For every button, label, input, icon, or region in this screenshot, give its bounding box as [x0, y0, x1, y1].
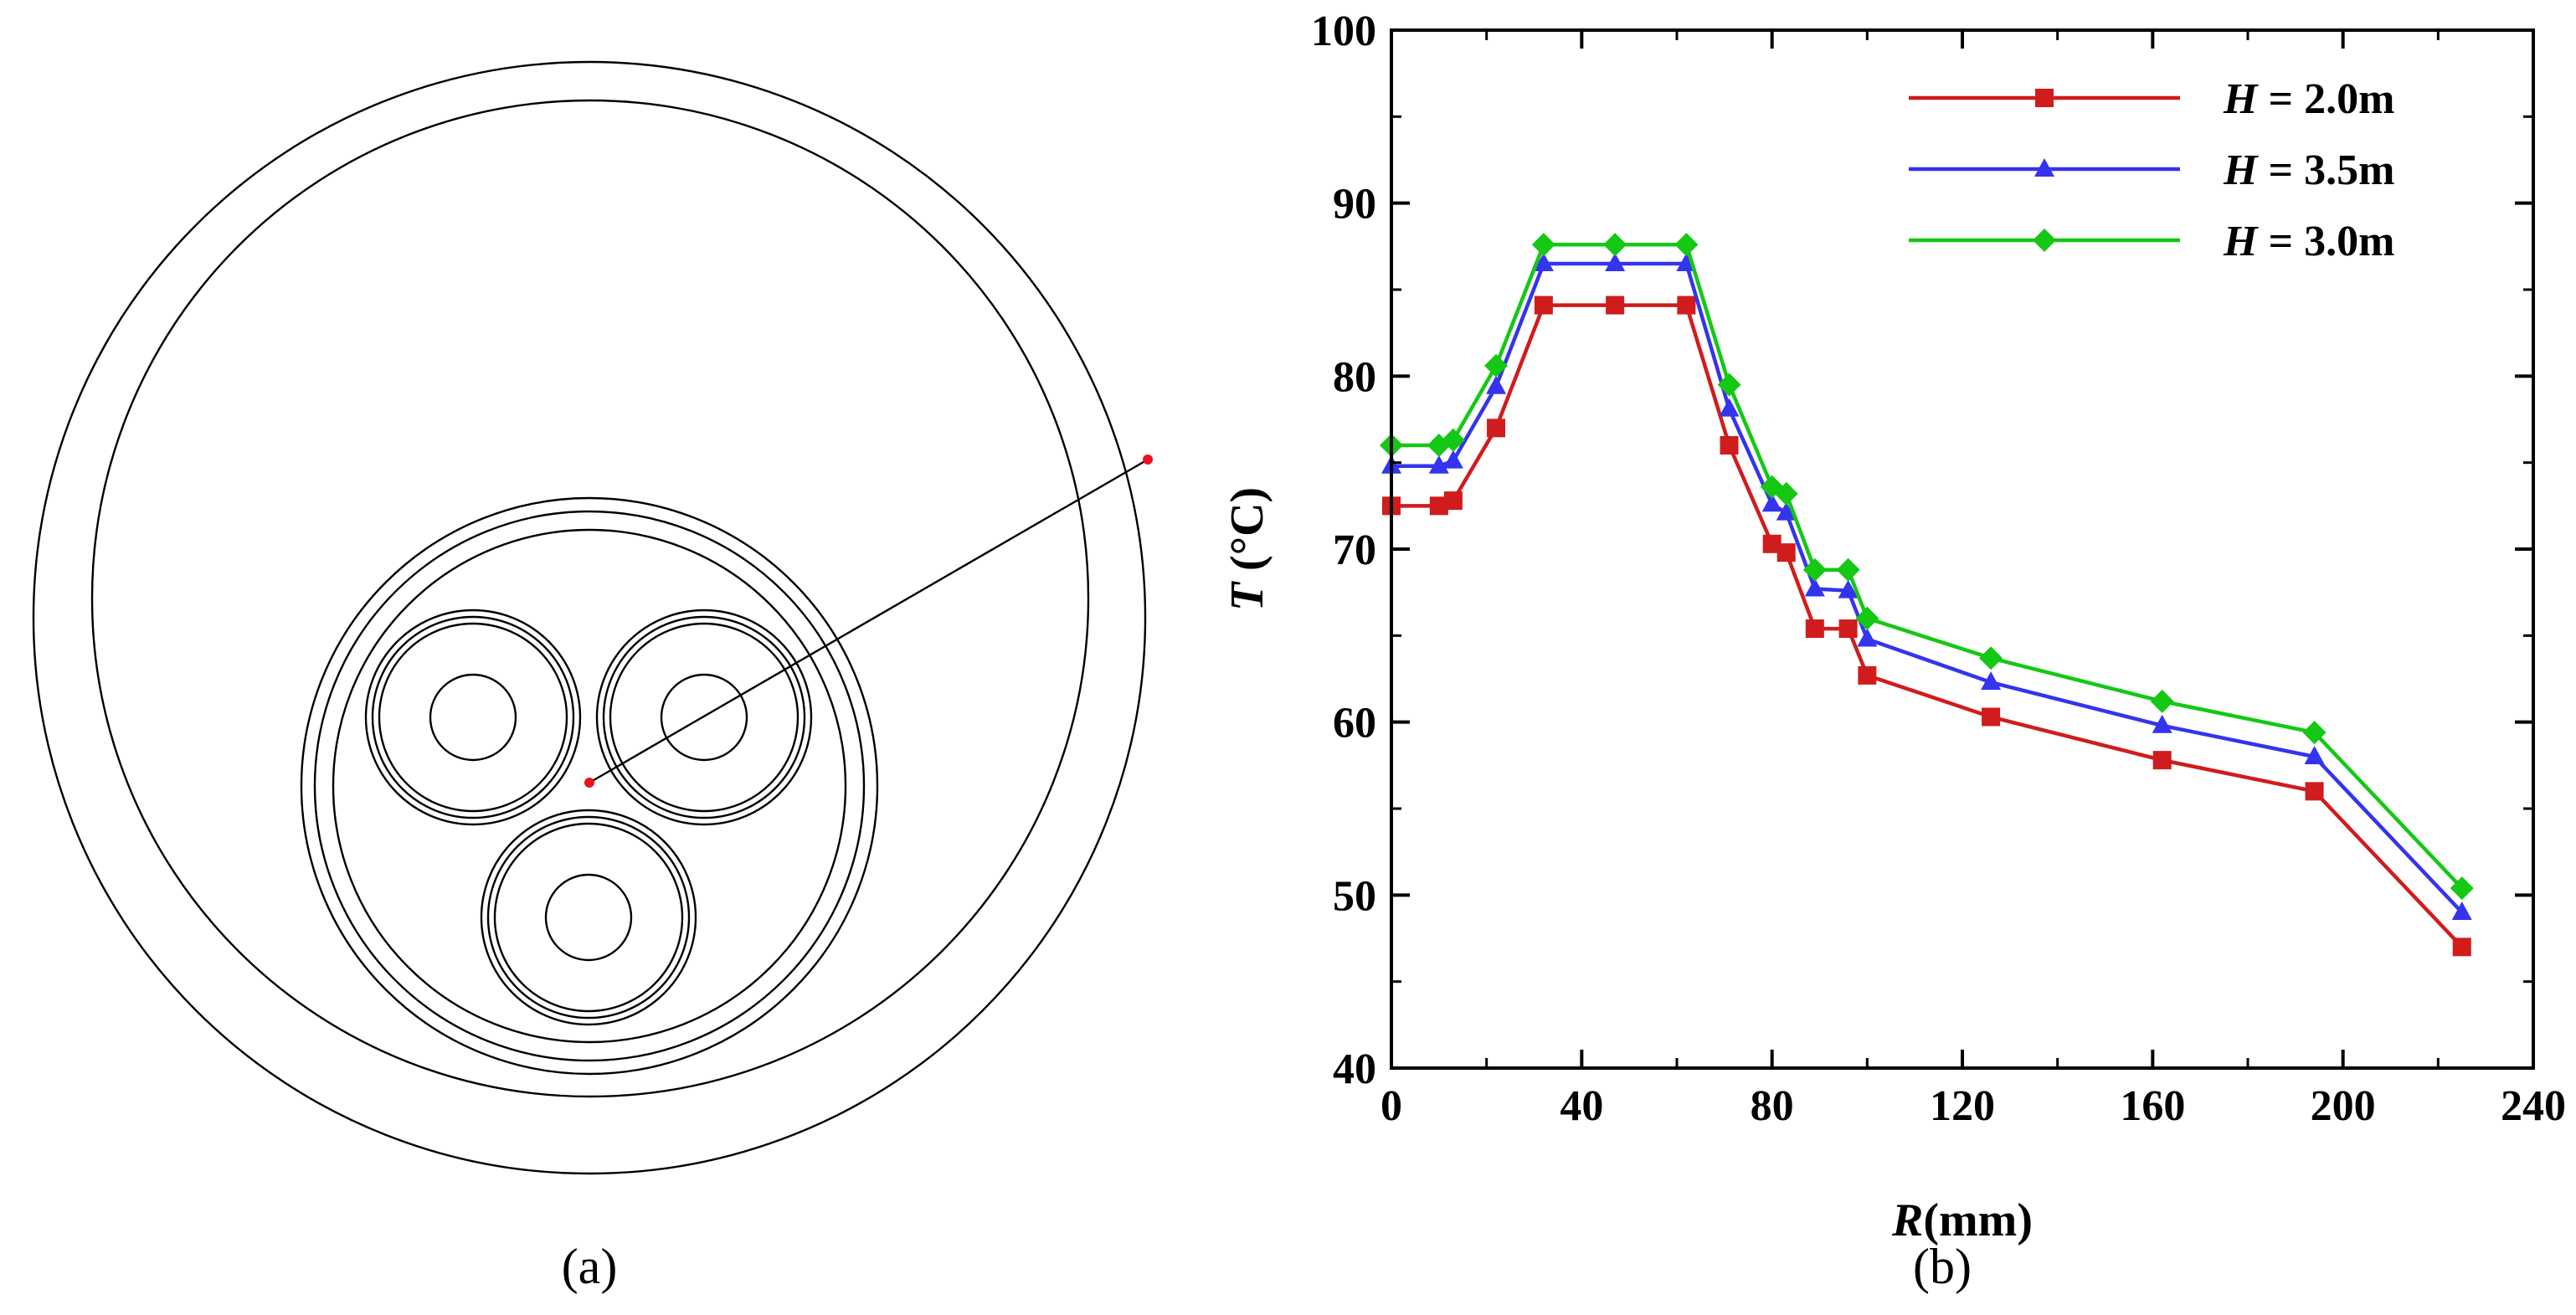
data-point — [1486, 375, 1507, 394]
y-tick-label: 40 — [1333, 1045, 1376, 1093]
legend-marker — [2035, 89, 2054, 107]
data-point — [1533, 253, 1554, 271]
series-1 — [1382, 295, 2471, 957]
data-point — [2152, 714, 2172, 733]
cable-sheath-outer-circle — [300, 496, 879, 1076]
data-point — [2304, 746, 2325, 764]
data-point — [1720, 436, 1739, 455]
y-tick-label: 60 — [1333, 700, 1376, 747]
data-point — [1858, 665, 1877, 685]
center-point-marker — [584, 778, 594, 788]
data-point — [1805, 619, 1824, 639]
x-axis-title: R(mm) — [1891, 1194, 2033, 1246]
series-2 — [1381, 253, 2472, 920]
data-point — [1857, 628, 1878, 647]
legend-entry-3: H = 3.0m — [1909, 218, 2394, 265]
y-tick-label: 80 — [1333, 353, 1376, 401]
data-point — [2302, 721, 2327, 745]
data-point — [1855, 606, 1879, 630]
data-point — [1979, 646, 2003, 670]
outer-boundary-circle — [32, 60, 1147, 1175]
x-tick-label: 160 — [2120, 1082, 2185, 1130]
data-point — [1761, 493, 1782, 512]
data-point — [1776, 501, 1797, 521]
data-point — [1441, 428, 1465, 452]
legend: H = 2.0m H = 3.5m H = 3.0m — [1909, 75, 2394, 265]
y-tick-label: 100 — [1311, 8, 1376, 55]
x-tick-label: 0 — [1381, 1082, 1402, 1130]
data-point — [1487, 419, 1506, 438]
data-point — [2150, 689, 2174, 713]
data-point — [1838, 579, 1859, 598]
conductor-bottom — [480, 809, 697, 1026]
x-tick-label: 240 — [2501, 1082, 2566, 1130]
series-line — [1391, 243, 2464, 890]
y-tick-label: 90 — [1333, 181, 1376, 229]
data-point — [1836, 557, 1860, 582]
data-point — [1605, 253, 1626, 271]
y-tick-label: 70 — [1333, 527, 1376, 574]
legend-label: H = 3.0m — [2223, 218, 2394, 265]
series-3 — [1380, 233, 2474, 901]
data-point — [1484, 353, 1509, 378]
data-point — [1429, 496, 1448, 516]
y-axis-title: T (°C) — [1221, 487, 1273, 611]
data-point — [2450, 876, 2474, 901]
y-tick-label: 50 — [1333, 872, 1376, 920]
legend-entry-2: H = 3.5m — [1909, 146, 2394, 194]
data-point — [1774, 481, 1798, 506]
data-point — [1603, 233, 1627, 257]
legend-marker — [2033, 229, 2056, 252]
legend-marker — [2034, 158, 2054, 177]
legend-label: H = 3.5m — [2223, 146, 2394, 194]
data-point — [1802, 557, 1827, 582]
data-point — [1982, 707, 2001, 727]
x-tick-label: 200 — [2311, 1082, 2376, 1130]
legend-entry-1: H = 2.0m — [1909, 75, 2394, 123]
data-point — [2451, 901, 2472, 920]
conductor-upper-right — [595, 609, 813, 826]
data-point — [1776, 543, 1796, 562]
series-layer — [1380, 233, 2474, 957]
cable-cross-section — [32, 60, 1149, 1175]
x-tick-label: 80 — [1751, 1082, 1794, 1130]
x-tick-label: 120 — [1930, 1082, 1995, 1130]
data-point — [1804, 578, 1825, 597]
panel-a-label: (a) — [562, 1239, 618, 1294]
series-line — [1391, 261, 2464, 914]
data-point — [2152, 751, 2172, 770]
radial-measurement-line — [589, 458, 1149, 784]
pipe-outer-circle — [90, 99, 1090, 1098]
data-point — [1717, 372, 1741, 397]
data-point — [1719, 398, 1740, 417]
data-point — [1981, 671, 2002, 691]
data-point — [1606, 295, 1625, 315]
cable-sheath-inner-circle — [332, 528, 847, 1044]
series-line — [1391, 303, 2464, 948]
data-point — [1442, 449, 1463, 469]
x-tick-label: 40 — [1560, 1082, 1603, 1130]
edge-point-marker — [1143, 455, 1153, 465]
data-point — [1838, 619, 1858, 639]
legend-label: H = 2.0m — [2223, 75, 2394, 123]
data-point — [2305, 782, 2324, 801]
panel-b-label: (b) — [1913, 1239, 1972, 1294]
data-point — [2452, 937, 2471, 957]
data-point — [1534, 295, 1553, 315]
data-point — [1428, 455, 1449, 474]
data-point — [1674, 233, 1699, 257]
cable-sheath-mid-circle — [313, 510, 866, 1062]
data-point — [1677, 295, 1696, 315]
data-point — [1762, 534, 1782, 553]
data-point — [1443, 491, 1463, 511]
data-point — [1531, 233, 1555, 257]
conductor-upper-left — [364, 609, 582, 826]
